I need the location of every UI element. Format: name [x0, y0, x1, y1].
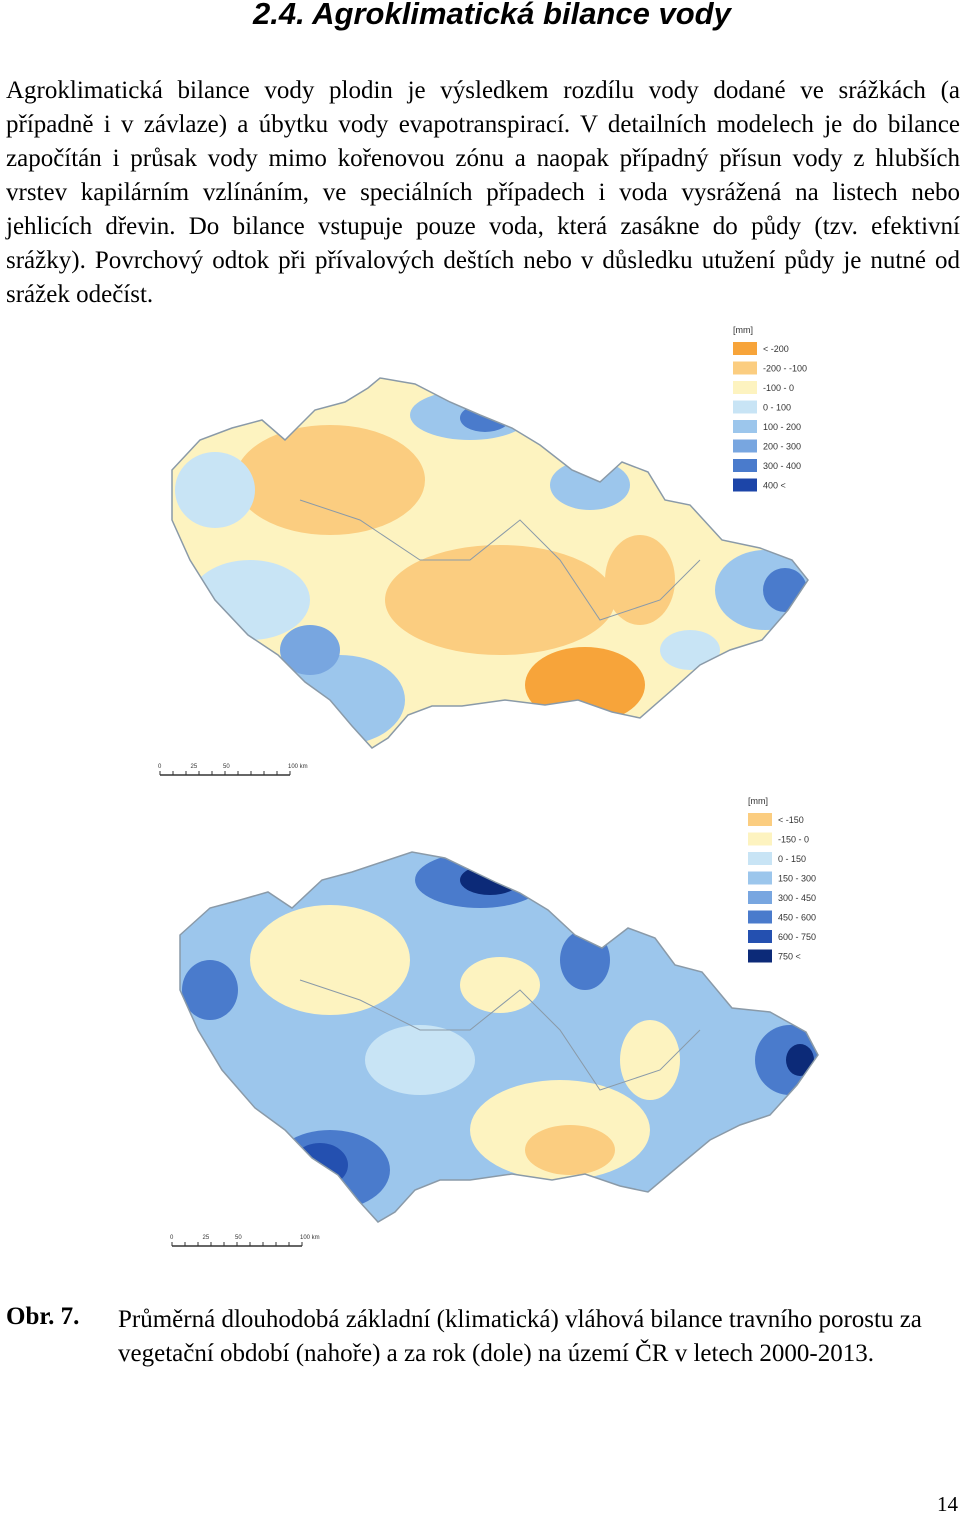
scale-label: 25 [191, 764, 198, 770]
legend-swatch [733, 342, 757, 355]
map1-zone [525, 647, 645, 723]
legend-swatch [733, 420, 757, 433]
map1-region-lines [299, 499, 701, 621]
legend-label: -200 - -100 [763, 364, 807, 374]
legend-swatch [733, 381, 757, 394]
legend-label: 0 - 150 [778, 854, 806, 864]
map1-zone [235, 425, 425, 535]
map1-zone [605, 535, 675, 625]
page-number: 14 [937, 1492, 958, 1516]
map2-legend: < -150 -150 - 0 0 - 150 150 - 300 300 - 450 4… [748, 813, 816, 963]
legend-swatch [733, 439, 757, 453]
scale-label: 0 [170, 1235, 174, 1241]
map2-zone [620, 1020, 680, 1100]
map-vegetation-period: [mm] < -200 -200 - -100 -100 - 0 0 - 100 100… [158, 325, 809, 776]
legend-swatch [733, 459, 757, 472]
legend-label: < -150 [778, 815, 804, 825]
scale-label: 25 [203, 1235, 210, 1241]
legend-label: 600 - 750 [778, 932, 816, 942]
map1-zone [190, 560, 310, 640]
map2-zone [460, 957, 540, 1013]
map2-region-lines [299, 979, 701, 1091]
map2-zone [525, 1125, 615, 1175]
map1-zone [175, 452, 255, 528]
map1-zone [280, 625, 340, 675]
map1-zone [460, 404, 510, 432]
legend-swatch [748, 871, 772, 885]
legend-label: -100 - 0 [763, 383, 794, 393]
legend-swatch [748, 910, 772, 924]
legend-swatch [748, 852, 772, 865]
scale-label: 50 [223, 764, 230, 770]
scale-label: 100 km [300, 1235, 320, 1241]
map1-scale-bar: 0 25 50 100 km [158, 764, 308, 776]
legend-swatch [733, 478, 757, 492]
legend-label: -150 - 0 [778, 835, 809, 845]
legend-label: 200 - 300 [763, 442, 801, 452]
legend-swatch [733, 400, 757, 414]
map2-legend-title: [mm] [748, 796, 768, 806]
map2-zone [250, 905, 410, 1015]
legend-label: 300 - 400 [763, 461, 801, 471]
legend-label: 400 < [763, 481, 786, 491]
map1-zone [385, 545, 615, 655]
map1-legend: < -200 -200 - -100 -100 - 0 0 - 100 100 - 20… [733, 342, 807, 492]
scale-label: 0 [158, 764, 162, 770]
legend-swatch [748, 832, 772, 846]
map2-zone [365, 1025, 475, 1095]
map1-zone [763, 568, 807, 612]
figure-caption: Průměrná dlouhodobá základní (klimatická… [118, 1306, 922, 1367]
legend-label: 750 < [778, 952, 801, 962]
map1-zone [550, 460, 630, 510]
legend-label: 300 - 450 [778, 893, 816, 903]
legend-label: 150 - 300 [778, 874, 816, 884]
map1-legend-title: [mm] [733, 325, 753, 335]
map2-zone [182, 960, 238, 1020]
scale-label: 100 km [288, 764, 308, 770]
scale-label: 50 [235, 1235, 242, 1241]
legend-swatch [748, 949, 772, 963]
legend-swatch [748, 930, 772, 943]
map2-scale-bar: 0 25 50 100 km [170, 1235, 320, 1247]
legend-label: < -200 [763, 344, 789, 354]
legend-label: 100 - 200 [763, 422, 801, 432]
map2-zone [786, 1044, 814, 1076]
figure-label: Obr. 7. [6, 1303, 80, 1330]
map1-zone [660, 630, 720, 670]
legend-swatch [733, 361, 757, 375]
legend-swatch [748, 813, 772, 826]
legend-swatch [748, 891, 772, 904]
map2-zone [292, 1143, 348, 1187]
czech-maps-figure: [mm] < -200 -200 - -100 -100 - 0 0 - 100 100… [158, 325, 819, 1247]
map-annual: [mm] < -150 -150 - 0 0 - 150 150 - 300 300 -… [170, 796, 819, 1247]
legend-label: 0 - 100 [763, 403, 791, 413]
legend-label: 450 - 600 [778, 913, 816, 923]
intro-paragraph: Agroklimatická bilance vody plodin je vý… [6, 77, 960, 308]
section-heading: 2.4. Agroklimatická bilance vody [253, 0, 731, 31]
